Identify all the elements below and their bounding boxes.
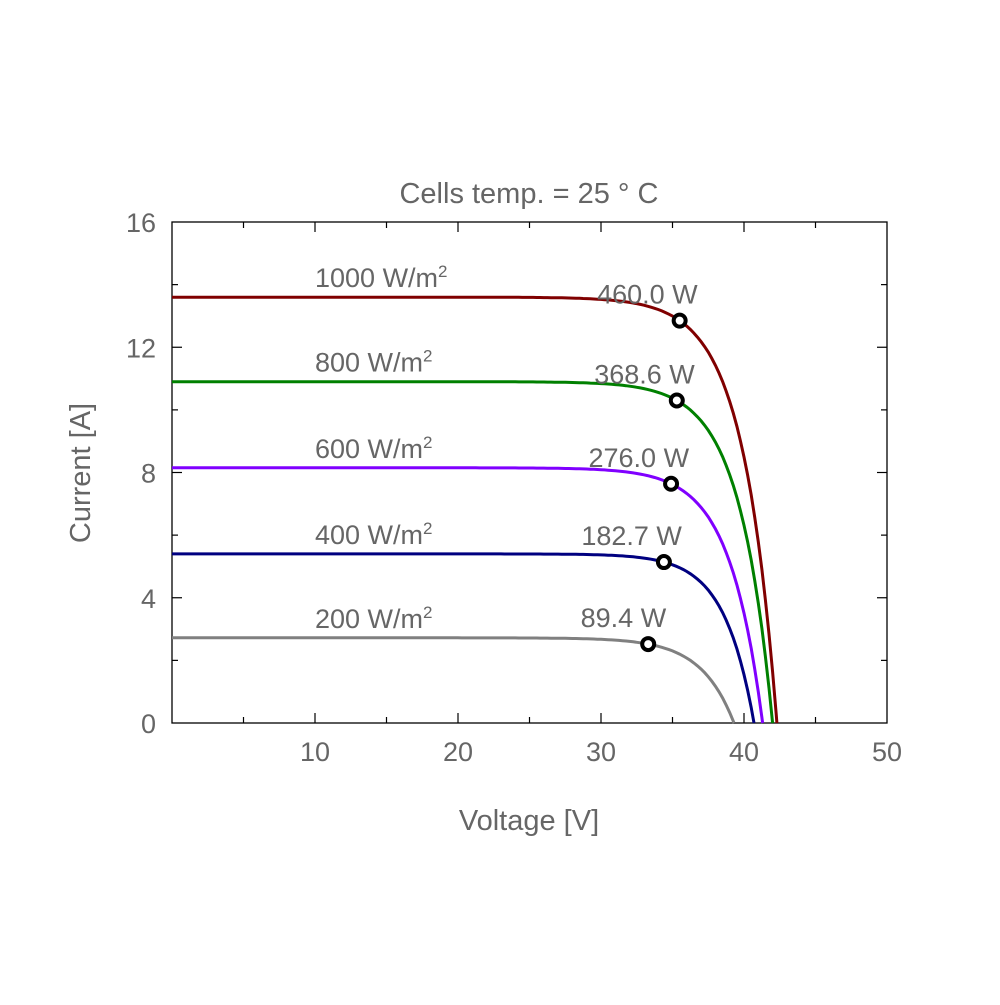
chart-title: Cells temp. = 25 ° C	[399, 178, 658, 210]
irradiance-label-text: 600 W/m	[315, 434, 423, 464]
irradiance-label-text: 1000 W/m	[315, 263, 438, 293]
irradiance-label-text: 800 W/m	[315, 348, 423, 378]
superscript-2: 2	[423, 347, 432, 366]
mpp-marker-0	[671, 312, 688, 329]
series-line-1	[172, 380, 775, 724]
x-tick-label: 40	[729, 737, 759, 767]
y-tick-label: 0	[141, 709, 156, 739]
power-label-1: 368.6 W	[594, 359, 695, 389]
superscript-2: 2	[423, 519, 432, 538]
irradiance-label-text: 400 W/m	[315, 520, 423, 550]
irradiance-label-4: 200 W/m2	[315, 603, 433, 634]
x-tick-label: 30	[586, 737, 616, 767]
power-label-0: 460.0 W	[597, 280, 698, 310]
y-tick-label: 16	[126, 208, 156, 238]
irradiance-label-2: 600 W/m2	[315, 433, 433, 464]
superscript-2: 2	[438, 262, 447, 281]
power-label-2: 276.0 W	[589, 443, 690, 473]
superscript-2: 2	[423, 603, 432, 622]
irradiance-label-text: 200 W/m	[315, 604, 423, 634]
power-label-4: 89.4 W	[581, 603, 667, 633]
x-tick-label: 50	[872, 737, 902, 767]
mpp-marker-3	[655, 554, 672, 571]
x-axis-label: Voltage [V]	[459, 805, 599, 837]
x-tick-label: 20	[443, 737, 473, 767]
irradiance-label-1: 800 W/m2	[315, 347, 433, 378]
superscript-2: 2	[423, 433, 432, 452]
irradiance-label-0: 1000 W/m2	[315, 262, 448, 293]
y-axis-label: Current [A]	[65, 403, 97, 543]
series-line-2	[172, 466, 765, 724]
y-tick-label: 4	[141, 584, 156, 614]
power-label-3: 182.7 W	[581, 521, 682, 551]
irradiance-label-3: 400 W/m2	[315, 519, 433, 550]
mpp-marker-2	[663, 475, 680, 492]
mpp-marker-1	[668, 392, 685, 409]
y-tick-label: 8	[141, 459, 156, 489]
mpp-marker-4	[640, 636, 657, 653]
y-tick-label: 12	[126, 333, 156, 363]
x-tick-label: 10	[300, 737, 330, 767]
